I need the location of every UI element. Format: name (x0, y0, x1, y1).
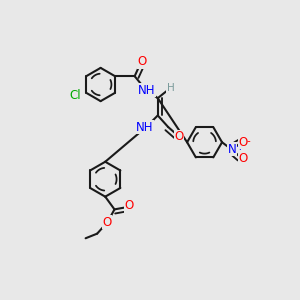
Text: Cl: Cl (70, 88, 81, 102)
Text: O: O (125, 200, 134, 212)
Text: NH: NH (136, 121, 154, 134)
Text: O: O (175, 130, 184, 143)
Text: O: O (238, 152, 248, 165)
Text: O: O (103, 216, 112, 229)
Text: O: O (138, 55, 147, 68)
Text: N: N (228, 143, 237, 156)
Text: -: - (246, 136, 250, 146)
Text: H: H (167, 83, 174, 93)
Text: +: + (236, 142, 245, 152)
Text: NH: NH (137, 84, 155, 97)
Text: O: O (238, 136, 248, 149)
